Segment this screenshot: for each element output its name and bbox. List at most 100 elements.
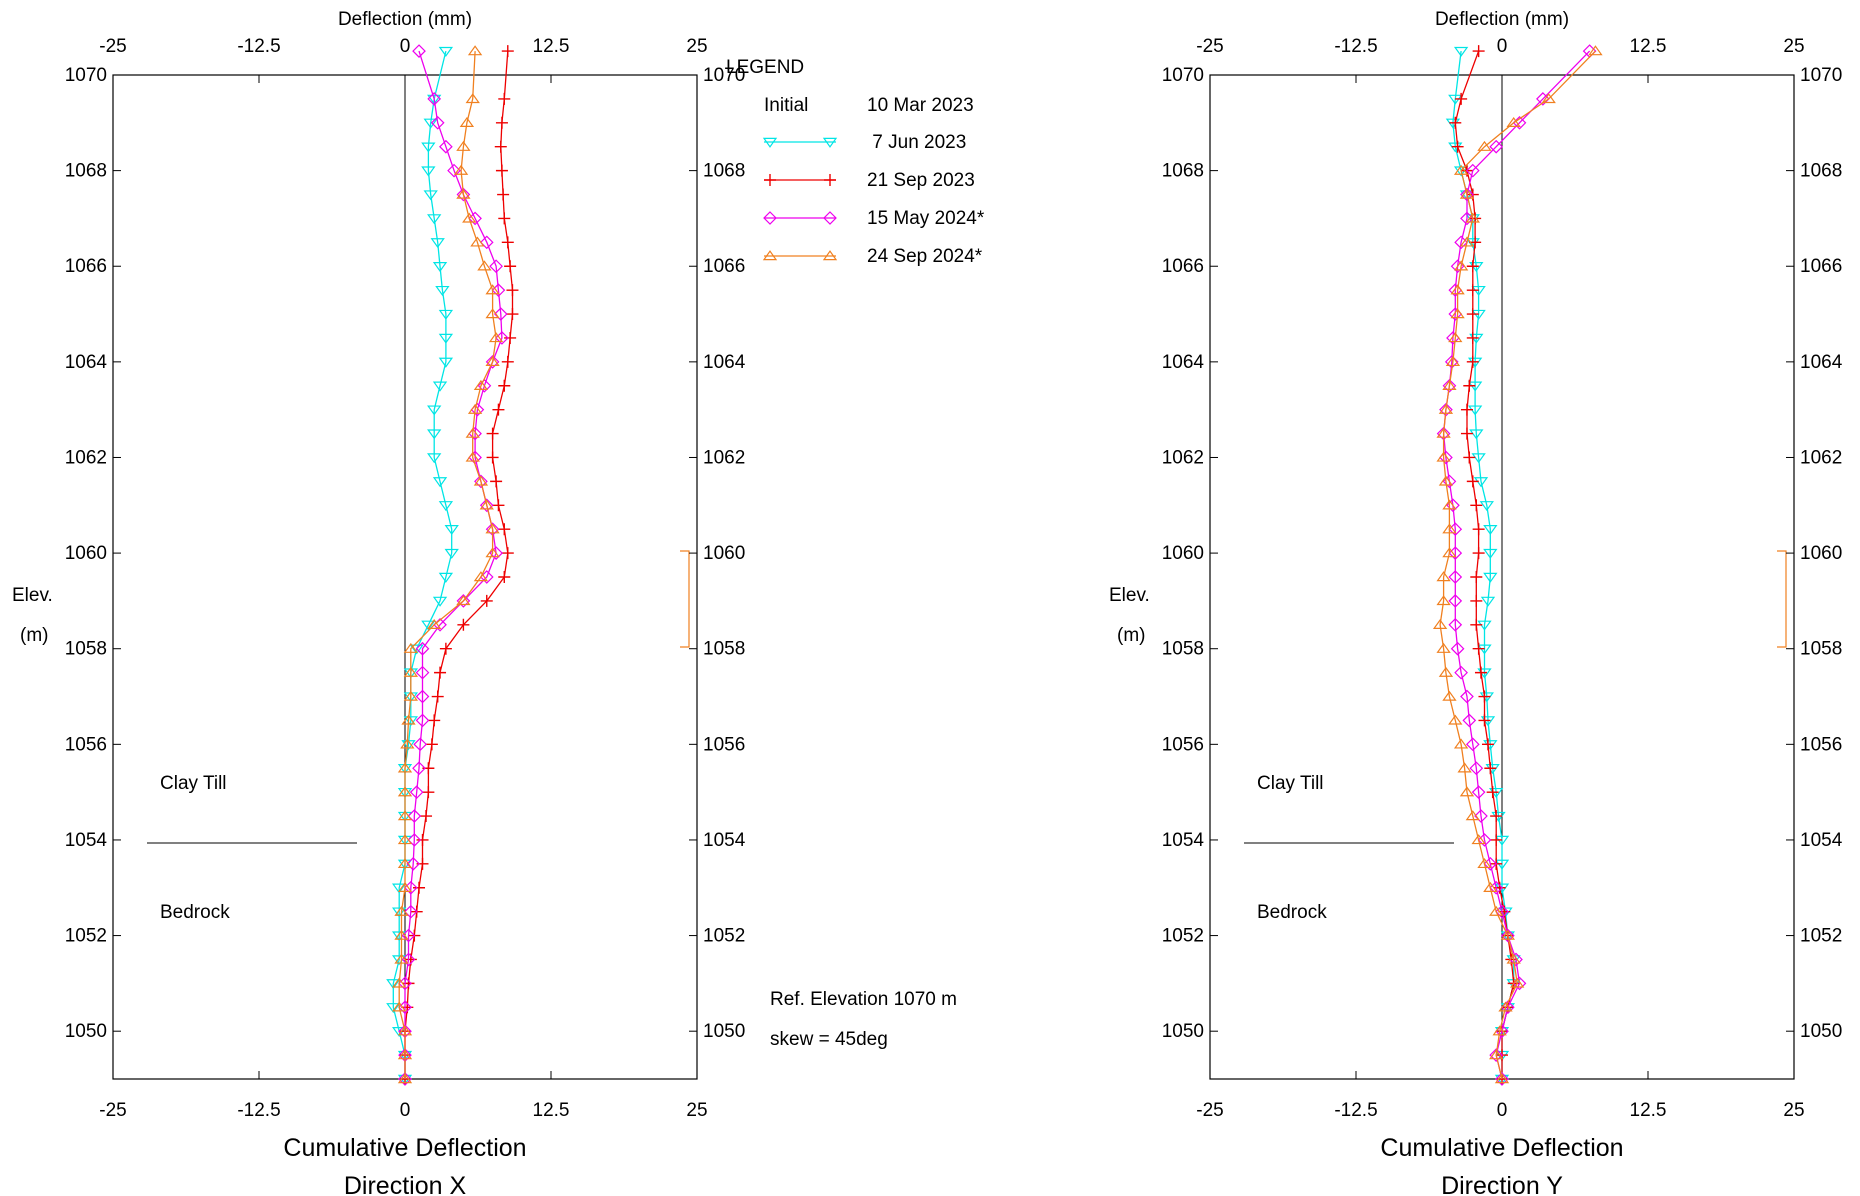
data-point [432, 262, 448, 273]
data-point [1463, 379, 1476, 392]
data-point [416, 857, 429, 870]
data-point [1541, 93, 1556, 104]
data-point [1436, 595, 1451, 606]
data-point [407, 833, 422, 847]
data-point [435, 285, 450, 296]
y-tick-label-right: 1052 [1800, 926, 1842, 947]
series-layer-y [1432, 44, 1603, 1086]
data-point [1442, 379, 1457, 390]
x-tick-label-top: 12.5 [533, 36, 570, 57]
legend-swatch-marker [823, 211, 837, 225]
y-tick-label-right: 1062 [1800, 447, 1842, 468]
data-point [1466, 355, 1479, 368]
x-tick-label: 25 [686, 1100, 707, 1121]
data-point [473, 475, 489, 486]
y-tick-label: 1070 [1162, 65, 1204, 86]
data-point [1498, 1001, 1513, 1012]
data-point [477, 260, 492, 271]
data-point [444, 548, 459, 559]
data-point [1442, 547, 1457, 558]
data-point [1492, 1025, 1507, 1036]
x-tick-label: -12.5 [237, 1100, 280, 1121]
data-point [1436, 451, 1451, 462]
data-point [397, 858, 413, 869]
data-point [434, 666, 447, 679]
y-tick-label: 1068 [1162, 161, 1204, 182]
data-point [422, 786, 435, 799]
data-point [467, 403, 483, 414]
data-point [1472, 45, 1485, 58]
data-point [391, 977, 407, 988]
y-tick-label: 1050 [65, 1021, 107, 1042]
data-point [1474, 666, 1487, 679]
data-point [427, 618, 442, 630]
legend-swatch-marker [822, 250, 838, 261]
data-point [391, 907, 407, 918]
data-point [1469, 236, 1482, 249]
data-point [1453, 164, 1469, 175]
data-point [394, 905, 409, 916]
data-point [428, 714, 441, 727]
data-point [467, 45, 483, 56]
series-line [1442, 50, 1591, 1080]
data-point [492, 499, 505, 512]
data-point [1479, 501, 1494, 512]
x-tick-label: -25 [1196, 1100, 1223, 1121]
data-point [1469, 429, 1484, 440]
legend-initial-label: Initial [764, 95, 808, 116]
x-tick-label-top: 25 [686, 36, 707, 57]
series-line [398, 51, 497, 1079]
data-point [498, 523, 511, 536]
data-point [400, 738, 415, 749]
data-point [494, 140, 507, 153]
data-point [447, 163, 461, 178]
y-tick-label-right: 1056 [703, 734, 745, 755]
data-point [427, 214, 442, 225]
y-tick-label-right: 1060 [1800, 543, 1842, 564]
data-point [1465, 810, 1480, 821]
x-tick-label-top: -25 [1196, 36, 1223, 57]
data-point [1471, 834, 1486, 845]
skew-note: skew = 45deg [770, 1029, 888, 1050]
y-tick-label-right: 1058 [703, 639, 745, 660]
data-point [416, 833, 429, 846]
data-point [465, 451, 480, 462]
data-point [1588, 45, 1603, 56]
legend-date-initial: 10 Mar 2023 [867, 95, 974, 116]
data-point [1445, 356, 1461, 367]
data-point [1453, 738, 1469, 749]
data-point [1438, 475, 1454, 486]
layer-label-clay-till-x: Clay Till [160, 773, 227, 794]
y-tick-label-right: 1066 [1800, 256, 1842, 277]
data-point [1455, 92, 1468, 105]
data-point [1465, 737, 1480, 752]
series-line [404, 50, 503, 1079]
data-point [1506, 116, 1521, 128]
legend-date-sep-2023: 21 Sep 2023 [867, 170, 975, 191]
data-point [397, 762, 413, 773]
data-point [397, 810, 413, 821]
y-tick-label: 1062 [1162, 447, 1204, 468]
data-point [409, 785, 424, 799]
data-point [1459, 188, 1475, 199]
data-point [431, 690, 444, 703]
data-point [394, 929, 409, 940]
data-point [1449, 116, 1462, 129]
data-point [1436, 571, 1451, 582]
data-point [1495, 1072, 1509, 1086]
x-tick-label-top: -25 [99, 36, 126, 57]
data-point [420, 810, 433, 823]
data-point [412, 44, 426, 58]
data-point [1466, 260, 1479, 273]
y-tick-label: 1058 [65, 639, 107, 660]
data-point [1477, 140, 1492, 151]
data-point [421, 620, 436, 631]
data-point [479, 498, 494, 513]
y-tick-label: 1064 [1162, 352, 1205, 373]
data-point [421, 142, 436, 153]
data-point [495, 164, 508, 177]
data-point [462, 212, 477, 223]
y-tick-label: 1064 [65, 352, 108, 373]
axis-ticks-x: -25 -25 -12.5 -12.5 0 0 12.5 12.5 25 25 1070 1070 10… [65, 36, 746, 1121]
